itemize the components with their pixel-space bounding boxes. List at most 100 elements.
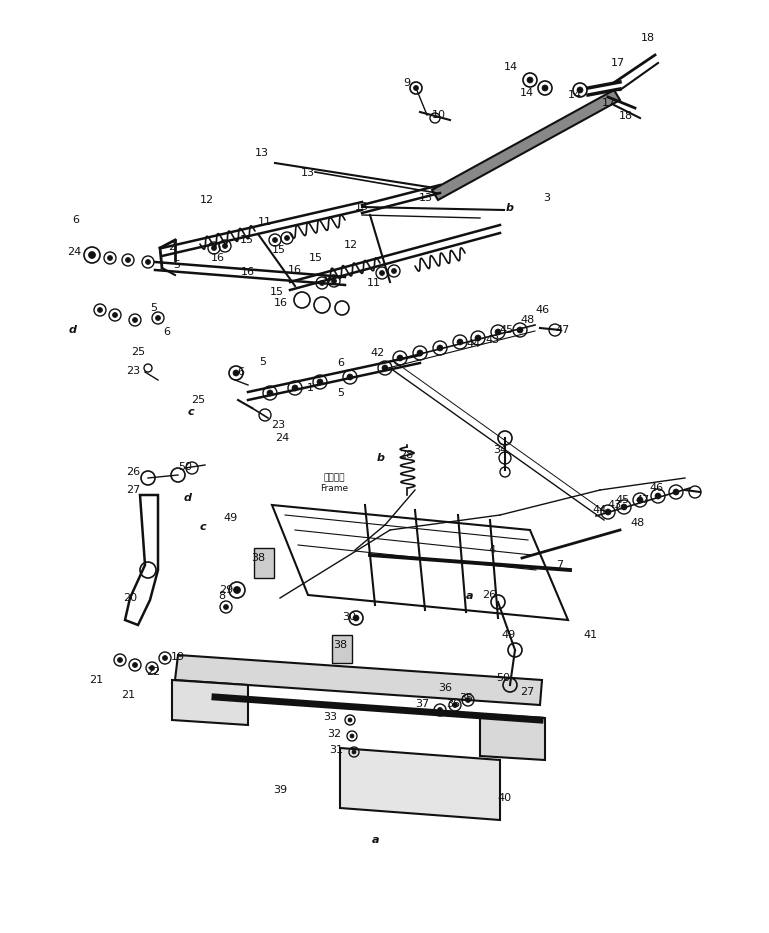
Circle shape	[517, 327, 523, 333]
Text: 24: 24	[275, 433, 289, 443]
Text: 18: 18	[619, 111, 633, 121]
Circle shape	[452, 703, 458, 707]
Text: 1: 1	[307, 383, 314, 393]
Circle shape	[438, 707, 442, 713]
Text: 36: 36	[438, 683, 452, 693]
Text: 44: 44	[467, 339, 481, 349]
Text: 13: 13	[255, 148, 269, 158]
Circle shape	[475, 335, 481, 341]
Text: 27: 27	[126, 485, 140, 495]
Circle shape	[331, 278, 337, 284]
Text: 50: 50	[496, 673, 510, 683]
Circle shape	[637, 497, 643, 503]
Text: 21: 21	[89, 675, 103, 685]
Circle shape	[108, 256, 112, 260]
Circle shape	[621, 504, 627, 510]
Text: 13: 13	[419, 193, 433, 203]
Circle shape	[437, 345, 443, 351]
Circle shape	[162, 656, 168, 661]
Text: a: a	[372, 835, 380, 845]
Text: 29: 29	[219, 585, 233, 595]
Text: 11: 11	[367, 278, 381, 288]
Text: 15: 15	[270, 287, 284, 297]
Text: 36: 36	[446, 699, 460, 709]
Text: 40: 40	[498, 793, 512, 803]
Text: 5: 5	[174, 260, 181, 270]
Text: 30: 30	[342, 612, 356, 622]
Polygon shape	[172, 680, 248, 725]
Circle shape	[292, 385, 298, 391]
Circle shape	[465, 698, 471, 703]
Circle shape	[577, 87, 583, 93]
Circle shape	[222, 244, 228, 248]
Text: 6: 6	[72, 215, 79, 225]
Text: 16: 16	[274, 298, 288, 308]
Text: フレーム
Frame: フレーム Frame	[320, 473, 348, 493]
Text: 8: 8	[218, 591, 225, 601]
Circle shape	[112, 313, 118, 317]
Text: 26: 26	[482, 590, 496, 600]
Text: 21: 21	[121, 690, 135, 700]
Circle shape	[391, 269, 397, 273]
Circle shape	[98, 308, 102, 313]
Text: 24: 24	[67, 247, 81, 257]
Circle shape	[397, 355, 403, 361]
Text: 19: 19	[171, 652, 185, 662]
Text: 2: 2	[168, 242, 175, 252]
Circle shape	[347, 374, 353, 380]
Circle shape	[348, 718, 352, 722]
Text: 49: 49	[502, 630, 516, 640]
Circle shape	[224, 605, 228, 609]
Circle shape	[285, 235, 289, 241]
Text: 14: 14	[504, 62, 518, 72]
Text: 16: 16	[241, 267, 255, 277]
Circle shape	[495, 329, 501, 335]
Text: 15: 15	[309, 253, 323, 263]
Text: 13: 13	[301, 168, 315, 178]
Text: 46: 46	[649, 483, 663, 493]
Text: 23: 23	[126, 366, 140, 376]
Text: 25: 25	[131, 347, 145, 357]
Text: 15: 15	[272, 245, 286, 255]
Circle shape	[317, 379, 323, 385]
Bar	[254, 548, 274, 578]
Text: 25: 25	[191, 395, 205, 405]
Text: 27: 27	[520, 687, 534, 697]
Text: 6: 6	[238, 367, 245, 377]
Text: 7: 7	[557, 560, 564, 570]
Circle shape	[319, 281, 325, 285]
Circle shape	[542, 85, 548, 91]
Circle shape	[272, 238, 278, 243]
Circle shape	[145, 259, 151, 264]
Text: 14: 14	[520, 88, 534, 98]
Text: 48: 48	[631, 518, 645, 528]
Text: 23: 23	[271, 420, 285, 430]
Circle shape	[155, 315, 161, 321]
Text: 12: 12	[344, 240, 358, 250]
Text: d: d	[184, 493, 192, 503]
Circle shape	[234, 587, 241, 593]
Text: 22: 22	[146, 667, 160, 677]
Text: b: b	[377, 453, 385, 463]
Circle shape	[125, 258, 131, 262]
Polygon shape	[480, 714, 545, 760]
Text: 42: 42	[371, 348, 385, 358]
Text: 6: 6	[164, 327, 171, 337]
Text: b: b	[506, 203, 514, 213]
Text: d: d	[69, 325, 77, 335]
Circle shape	[132, 662, 138, 667]
Text: 46: 46	[535, 305, 549, 315]
Text: 43: 43	[607, 500, 621, 510]
Text: 33: 33	[323, 712, 337, 722]
Text: 38: 38	[333, 640, 347, 650]
Circle shape	[233, 370, 239, 376]
Text: 41: 41	[584, 630, 598, 640]
Text: 38: 38	[251, 553, 265, 563]
Circle shape	[414, 86, 418, 91]
Text: 50: 50	[178, 462, 192, 472]
Text: 6: 6	[338, 358, 345, 368]
Text: 35: 35	[459, 693, 473, 703]
Circle shape	[118, 658, 122, 662]
Text: 31: 31	[329, 745, 343, 755]
Circle shape	[353, 615, 359, 621]
